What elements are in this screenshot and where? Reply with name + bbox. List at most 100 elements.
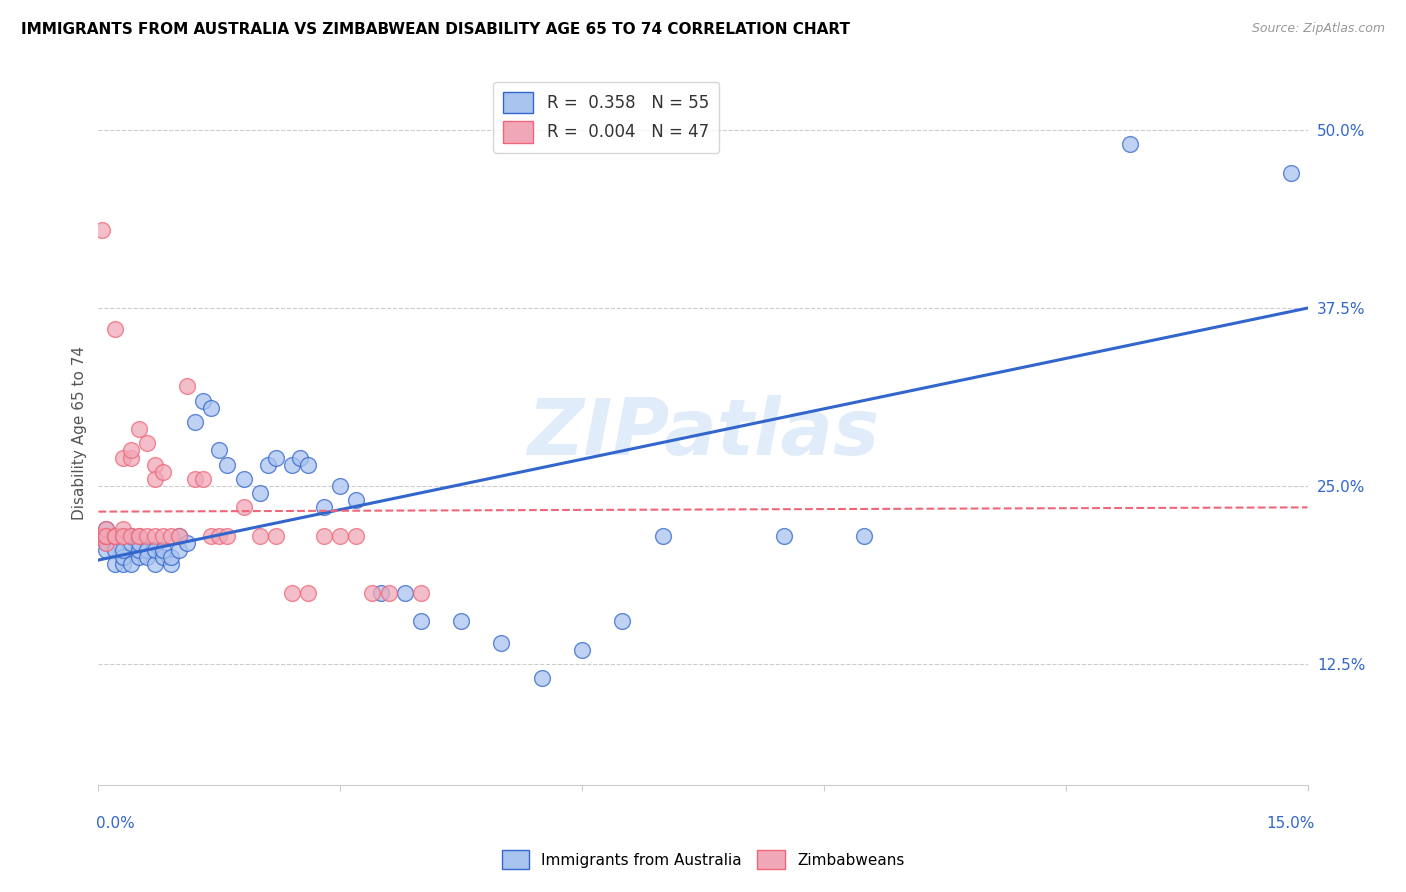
Point xyxy=(111,450,134,465)
Point xyxy=(314,529,336,543)
Point xyxy=(1281,166,1303,180)
Point xyxy=(152,543,174,558)
Point xyxy=(217,458,239,472)
Point xyxy=(128,529,150,543)
Point xyxy=(152,529,174,543)
Point xyxy=(256,458,278,472)
Point xyxy=(103,529,125,543)
Point xyxy=(152,550,174,565)
Text: Source: ZipAtlas.com: Source: ZipAtlas.com xyxy=(1251,22,1385,36)
Point xyxy=(772,529,794,543)
Point xyxy=(96,536,118,550)
Point xyxy=(111,529,134,543)
Point xyxy=(103,322,125,336)
Point xyxy=(160,550,183,565)
Text: 0.0%: 0.0% xyxy=(96,816,135,831)
Point xyxy=(96,529,118,543)
Point xyxy=(96,543,118,558)
Point xyxy=(96,529,118,543)
Point xyxy=(344,529,367,543)
Point xyxy=(571,642,593,657)
Point xyxy=(530,671,553,685)
Point xyxy=(281,458,304,472)
Point xyxy=(409,614,432,628)
Point xyxy=(450,614,472,628)
Point xyxy=(232,472,254,486)
Point xyxy=(409,586,432,600)
Point xyxy=(217,529,239,543)
Point xyxy=(184,472,207,486)
Point xyxy=(377,586,399,600)
Point xyxy=(152,465,174,479)
Point xyxy=(200,529,222,543)
Point xyxy=(103,529,125,543)
Point xyxy=(120,536,142,550)
Text: 15.0%: 15.0% xyxy=(1267,816,1315,831)
Point xyxy=(120,450,142,465)
Point xyxy=(232,500,254,515)
Legend: Immigrants from Australia, Zimbabweans: Immigrants from Australia, Zimbabweans xyxy=(495,844,911,875)
Point xyxy=(128,422,150,436)
Point xyxy=(143,543,166,558)
Point xyxy=(314,500,336,515)
Point xyxy=(167,543,190,558)
Point xyxy=(297,458,319,472)
Point xyxy=(288,450,311,465)
Point xyxy=(264,529,287,543)
Point xyxy=(143,529,166,543)
Point xyxy=(120,529,142,543)
Point xyxy=(329,529,352,543)
Point xyxy=(249,529,271,543)
Point xyxy=(651,529,673,543)
Point xyxy=(111,522,134,536)
Point xyxy=(612,614,634,628)
Point xyxy=(184,415,207,429)
Point xyxy=(160,558,183,572)
Point xyxy=(491,635,513,649)
Point xyxy=(208,443,231,458)
Point xyxy=(128,543,150,558)
Point xyxy=(167,529,190,543)
Point xyxy=(143,472,166,486)
Point xyxy=(176,379,198,393)
Point xyxy=(370,586,392,600)
Point xyxy=(135,550,157,565)
Point xyxy=(249,486,271,500)
Point xyxy=(111,550,134,565)
Point xyxy=(111,529,134,543)
Point xyxy=(208,529,231,543)
Point xyxy=(91,529,114,543)
Point xyxy=(103,529,125,543)
Point xyxy=(193,472,215,486)
Text: ZIPatlas: ZIPatlas xyxy=(527,394,879,471)
Point xyxy=(128,550,150,565)
Point xyxy=(361,586,384,600)
Point xyxy=(143,458,166,472)
Point xyxy=(167,529,190,543)
Point xyxy=(128,529,150,543)
Point xyxy=(96,529,118,543)
Y-axis label: Disability Age 65 to 74: Disability Age 65 to 74 xyxy=(72,345,87,520)
Point xyxy=(96,522,118,536)
Point xyxy=(160,529,183,543)
Point xyxy=(91,223,114,237)
Point xyxy=(143,558,166,572)
Text: IMMIGRANTS FROM AUSTRALIA VS ZIMBABWEAN DISABILITY AGE 65 TO 74 CORRELATION CHAR: IMMIGRANTS FROM AUSTRALIA VS ZIMBABWEAN … xyxy=(21,22,851,37)
Point xyxy=(1119,137,1142,152)
Point xyxy=(111,543,134,558)
Point xyxy=(297,586,319,600)
Point xyxy=(135,529,157,543)
Point xyxy=(96,529,118,543)
Point xyxy=(103,558,125,572)
Point xyxy=(135,543,157,558)
Legend: R =  0.358   N = 55, R =  0.004   N = 47: R = 0.358 N = 55, R = 0.004 N = 47 xyxy=(494,81,718,153)
Point xyxy=(135,436,157,450)
Point xyxy=(103,543,125,558)
Point xyxy=(193,393,215,408)
Point xyxy=(176,536,198,550)
Point xyxy=(394,586,416,600)
Point xyxy=(128,536,150,550)
Point xyxy=(264,450,287,465)
Point xyxy=(120,558,142,572)
Point xyxy=(329,479,352,493)
